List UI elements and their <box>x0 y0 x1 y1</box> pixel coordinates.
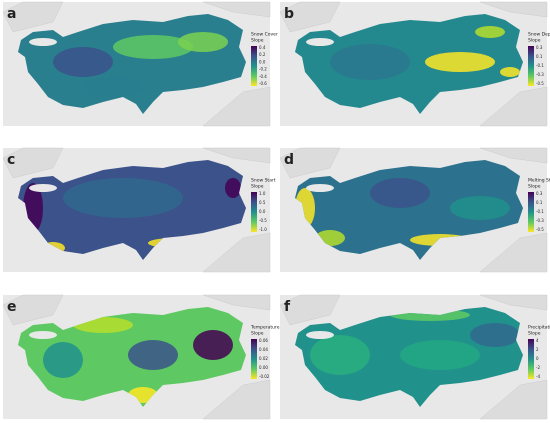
legend-tick-label: 4 <box>536 338 539 343</box>
legend-tick-label: -0.02 <box>259 374 270 379</box>
legend-title: Snow Start <box>251 178 276 184</box>
legend-tick-label: 0.1 <box>536 200 543 205</box>
legend-title: Slope <box>251 331 264 337</box>
map-region <box>113 35 193 59</box>
colorbar <box>528 339 534 379</box>
panel-label: f <box>284 299 291 315</box>
legend-title: Slope <box>528 38 541 44</box>
legend-title: Temperature <box>250 325 280 331</box>
legend-title: Slope <box>528 184 541 190</box>
legend-title: Slope <box>251 38 264 44</box>
map-region <box>178 32 228 52</box>
map-region <box>475 26 505 38</box>
legend-tick-label: 0.3 <box>536 45 543 50</box>
legend-title: Snow Depth <box>528 32 550 38</box>
legend-tick-label: 0.0 <box>259 209 266 214</box>
neighbor-land <box>2 294 271 420</box>
map-panel: b Snow DepthSlope0.3 0.1 -0.1 -0.3 -0.5 <box>279 1 550 127</box>
sea <box>306 331 334 339</box>
sea <box>29 184 57 192</box>
legend-tick-label: -0.5 <box>259 218 267 223</box>
neighbor-land <box>279 147 548 273</box>
map-panel: d Melting StartSlope0.3 0.1 -0.1 -0.3 -0.5 <box>279 147 550 273</box>
map-region <box>500 67 520 77</box>
map-panel: f PrecipitationSlope4 2 0 -2 -4 <box>279 294 550 420</box>
legend-tick-label: 0 <box>536 356 539 361</box>
legend-tick-label: 1.0 <box>259 191 266 196</box>
legend-tick-label: -0.3 <box>536 72 544 77</box>
map-region <box>370 178 430 208</box>
neighbor-land <box>279 1 548 127</box>
map-region <box>425 52 495 72</box>
legend-tick-label: -0.5 <box>536 227 544 232</box>
legend-tick-label: 0.04 <box>259 347 268 352</box>
legend-tick-label: -4 <box>536 374 540 379</box>
colorbar <box>528 46 534 86</box>
colorbar <box>251 339 257 379</box>
map-region <box>128 340 178 370</box>
legend-tick-label: 0.1 <box>536 54 543 59</box>
map-region <box>83 77 143 97</box>
map-region <box>400 340 480 370</box>
neighbor-land <box>2 147 271 273</box>
country-map <box>18 14 246 114</box>
map-region <box>53 47 113 77</box>
legend-tick-label: -0.6 <box>259 81 267 86</box>
legend-tick-label: -0.3 <box>536 218 544 223</box>
legend-title: Slope <box>528 331 541 337</box>
panel-label: b <box>284 6 294 22</box>
map-region <box>193 330 233 360</box>
legend-tick-label: 2 <box>536 347 539 352</box>
colorbar <box>528 192 534 232</box>
legend-tick-label: 0.0 <box>259 59 266 64</box>
colorbar <box>251 192 257 232</box>
legend-title: Precipitation <box>528 325 550 331</box>
panel-label: d <box>284 152 294 168</box>
legend-title: Snow Cover <box>251 32 278 38</box>
map-region <box>470 323 520 347</box>
legend-title: Slope <box>251 184 264 190</box>
map-region <box>330 44 410 80</box>
legend-tick-label: 0.06 <box>259 338 268 343</box>
legend-tick-label: 0.2 <box>259 52 266 57</box>
colorbar <box>251 46 257 86</box>
sea <box>306 38 334 46</box>
legend-tick-label: 0.02 <box>259 356 268 361</box>
legend-tick-label: 0.00 <box>259 365 268 370</box>
legend-tick-label: -0.1 <box>536 63 544 68</box>
sea <box>29 38 57 46</box>
panel-label: e <box>7 299 17 315</box>
map-region <box>310 335 370 375</box>
legend-tick-label: -2 <box>536 365 540 370</box>
legend-tick-label: -0.2 <box>259 67 267 72</box>
neighbor-land <box>279 294 548 420</box>
legend-tick-label: 0.3 <box>536 191 543 196</box>
map-region <box>63 178 183 218</box>
legend-tick-label: -1.0 <box>259 227 267 232</box>
legend-title: Melting Start <box>528 178 550 184</box>
map-region <box>450 196 510 220</box>
sea <box>29 331 57 339</box>
neighbor-land <box>2 1 271 127</box>
map-region <box>43 342 83 378</box>
legend-tick-label: -0.4 <box>259 74 267 79</box>
legend-tick-label: -0.5 <box>536 81 544 86</box>
panel-label: c <box>7 152 15 168</box>
panel-label: a <box>7 6 16 22</box>
map-region <box>225 178 241 198</box>
legend-tick-label: -0.1 <box>536 209 544 214</box>
sea <box>306 184 334 192</box>
legend-tick-label: 0.4 <box>259 45 266 50</box>
legend-tick-label: 0.5 <box>259 200 266 205</box>
